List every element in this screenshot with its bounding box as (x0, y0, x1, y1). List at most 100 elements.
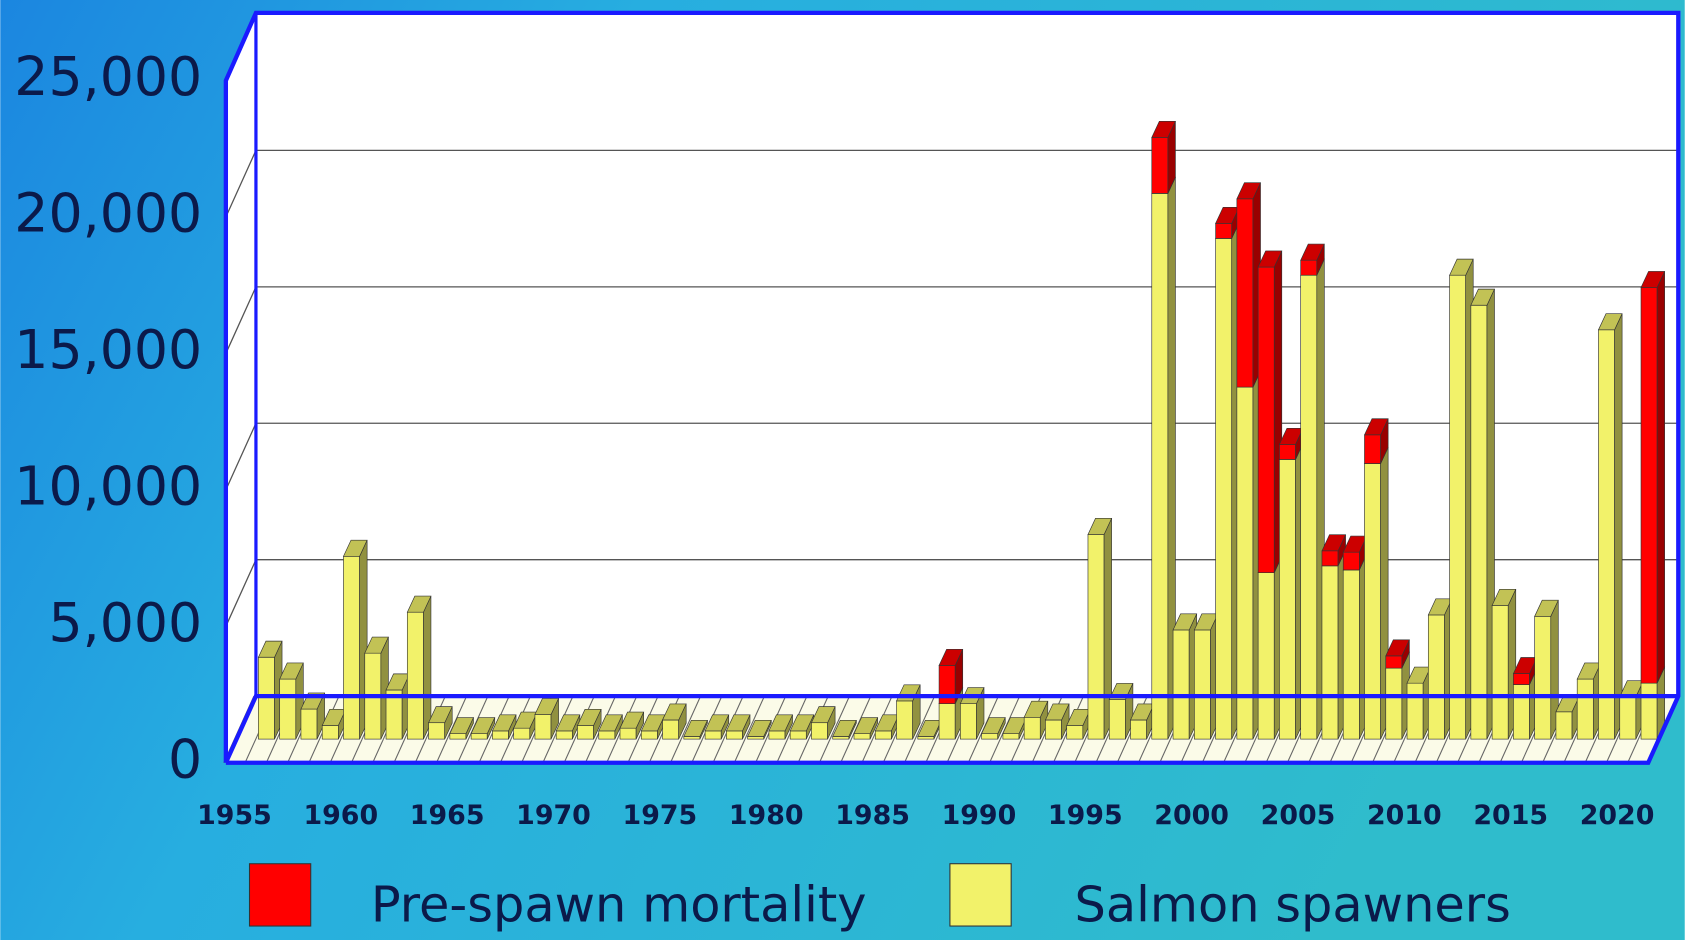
legend-swatch (248, 863, 312, 927)
bar (1194, 629, 1211, 740)
bar-side (423, 595, 432, 740)
bar (1513, 684, 1530, 740)
x-tick-label: 1970 (516, 800, 591, 831)
bar-top (789, 714, 815, 732)
bar-top (576, 709, 602, 726)
bar-top (768, 714, 794, 732)
bar (343, 555, 360, 740)
bar-top (1087, 518, 1113, 535)
bar (640, 730, 658, 740)
bar (1449, 274, 1467, 740)
x-tick-label: 1965 (410, 800, 485, 831)
bar (279, 678, 297, 740)
bar (1279, 444, 1296, 460)
bar (1151, 193, 1169, 740)
bar (1513, 673, 1530, 685)
bar-top (406, 595, 432, 613)
bar-top (1363, 418, 1389, 436)
bar (789, 730, 807, 740)
bar (874, 730, 892, 740)
bar-top (662, 703, 687, 721)
bar-top (981, 717, 1006, 734)
frame (223, 10, 1681, 765)
bar (1598, 329, 1615, 740)
bar (1257, 572, 1275, 740)
x-tick-label: 2000 (1154, 800, 1229, 831)
bar (981, 733, 999, 740)
bar-top (704, 714, 730, 732)
x-tick-label: 2010 (1367, 800, 1442, 831)
bar-top (683, 719, 708, 737)
bar (1215, 238, 1233, 740)
bar-top (938, 648, 964, 666)
x-tick-label: 1990 (942, 800, 1017, 831)
y-tick-label: 15,000 (14, 318, 202, 381)
bar-top (619, 711, 645, 729)
bar (1640, 287, 1658, 684)
bar (598, 730, 616, 740)
floor-tick (733, 695, 765, 763)
bar (321, 725, 339, 740)
bar-top (555, 714, 581, 732)
bar (1066, 725, 1084, 740)
bar (513, 727, 531, 740)
bar-top (491, 714, 517, 732)
bar (1002, 733, 1020, 740)
bar (1342, 551, 1360, 571)
floor-tick (818, 695, 850, 763)
bar (1236, 198, 1254, 388)
bar (1534, 615, 1552, 740)
bar (1023, 716, 1041, 740)
side-wall (225, 12, 256, 763)
x-tick-label: 1975 (623, 800, 698, 831)
floor-tick (670, 695, 702, 763)
y-tick-label: 10,000 (14, 455, 202, 518)
bar (1342, 569, 1360, 740)
bar (1215, 223, 1233, 239)
bar (726, 730, 743, 740)
bar (1619, 696, 1637, 740)
bar-top (1300, 243, 1325, 261)
y-tick-label: 20,000 (14, 182, 202, 245)
bar (406, 611, 424, 740)
bar (896, 700, 913, 740)
bar (555, 730, 573, 740)
bar (1385, 667, 1403, 740)
bar-top (449, 717, 474, 734)
bar-top (279, 662, 304, 680)
bar-top (853, 717, 879, 734)
legend-swatch (949, 863, 1012, 927)
bar (428, 722, 446, 740)
bar-top (1385, 639, 1410, 657)
bar (917, 736, 935, 740)
bar (853, 733, 871, 740)
y-tick-label: 5,000 (48, 591, 202, 654)
bar (1300, 274, 1318, 740)
bar-top (1151, 120, 1176, 138)
bar (492, 730, 509, 740)
bar (1321, 565, 1339, 740)
bar (1108, 699, 1126, 740)
x-tick-label: 2020 (1580, 800, 1655, 831)
bar-top (725, 714, 751, 732)
bar-top (1044, 703, 1070, 721)
bar (768, 730, 786, 740)
bar (704, 730, 722, 740)
bar (938, 703, 956, 740)
bar-top (534, 698, 560, 715)
x-tick-label: 1955 (197, 800, 272, 831)
bar (1236, 386, 1254, 740)
bar (1087, 534, 1105, 740)
bar (662, 719, 679, 740)
bar (1385, 655, 1403, 669)
bar (1640, 682, 1658, 740)
bar-top (1321, 534, 1347, 552)
legend-label: Salmon spawners (1075, 875, 1511, 933)
bar (577, 725, 594, 740)
bar (1364, 434, 1381, 464)
x-tick-label: 1960 (303, 800, 378, 831)
bar-top (1534, 599, 1559, 617)
bar (1576, 678, 1594, 740)
bar-top (1236, 182, 1262, 200)
